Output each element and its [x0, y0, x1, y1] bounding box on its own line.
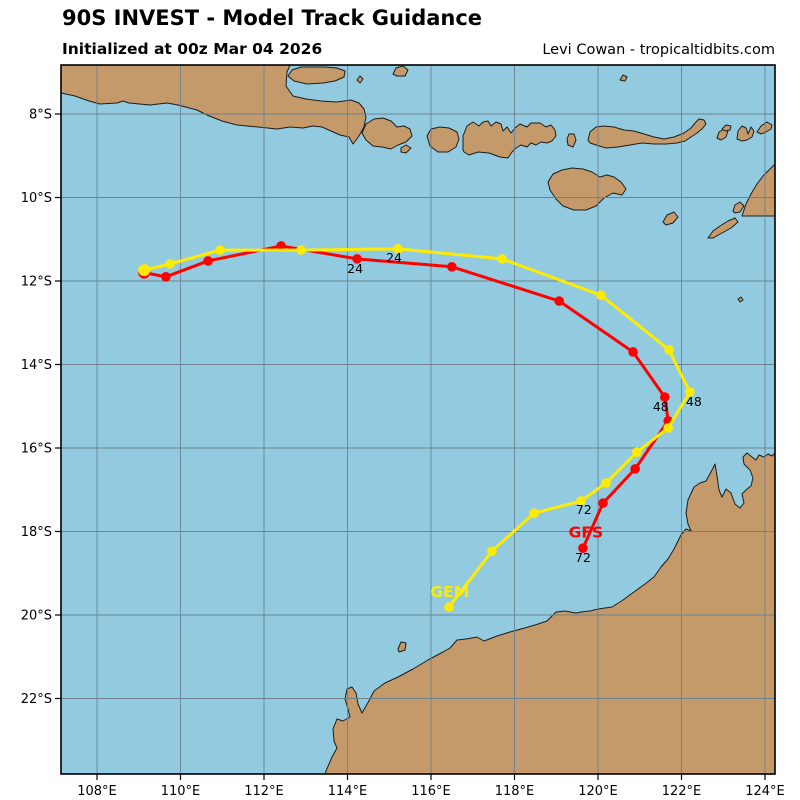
land-nusa-penida: [400, 144, 412, 154]
lat-tick-label: 16°S: [21, 442, 52, 457]
hour-label-gem-72: 72: [576, 502, 592, 517]
track-point-gem-h36: [596, 290, 606, 300]
hour-label-gfs-24: 24: [347, 261, 363, 276]
plot-border: [60, 64, 776, 775]
grid-lines: [61, 65, 775, 774]
track-point-gem-h54: [663, 423, 673, 433]
track-point-gem-h30: [497, 254, 507, 264]
model-label-gfs: GFS: [569, 523, 603, 541]
land-lombok: [426, 126, 460, 153]
track-point-gem-h24: [393, 244, 403, 254]
land-timor: [741, 163, 775, 217]
land-layer: [61, 65, 775, 774]
track-gfs: [138, 241, 673, 553]
land-sawu: [662, 211, 679, 226]
lat-tick-label: 10°S: [21, 191, 52, 206]
track-point-gem-h84: [487, 546, 497, 556]
track-point-gfs-h18: [276, 241, 286, 251]
track-point-gfs-h60: [630, 464, 640, 474]
lon-tick-label: 120°E: [578, 784, 618, 799]
track-point-gem-h18: [296, 245, 306, 255]
lon-tick-label: 110°E: [161, 784, 201, 799]
track-point-gfs-h6: [161, 272, 171, 282]
track-point-gfs-h42: [628, 347, 638, 357]
lon-tick-label: 116°E: [411, 784, 451, 799]
track-point-gem-h48: [685, 387, 695, 397]
land-browse-islet: [737, 296, 744, 303]
track-point-gem-h66: [601, 478, 611, 488]
track-point-gfs-h12: [203, 256, 213, 266]
land-barrow-island: [397, 641, 407, 653]
lat-tick-label: 20°S: [21, 609, 52, 624]
track-point-gfs-h30: [447, 262, 457, 272]
land-australia: [324, 452, 775, 774]
page-title: 90S INVEST - Model Track Guidance: [62, 6, 483, 30]
land-lembata: [716, 128, 729, 141]
land-islet-east-of-sumbawa: [566, 133, 577, 148]
lon-tick-label: 114°E: [328, 784, 368, 799]
model-label-gem: GEM: [430, 583, 469, 601]
land-madura: [287, 66, 346, 85]
track-point-gem-h90: [444, 602, 454, 612]
lon-tick-label: 108°E: [77, 784, 117, 799]
header-subrow: Initialized at 00z Mar 04 2026 Levi Cowa…: [62, 40, 775, 58]
land-solor: [721, 124, 732, 132]
land-rote: [707, 217, 739, 239]
track-point-gfs-h48: [660, 392, 670, 402]
track-point-gem-h72: [576, 496, 586, 506]
lat-tick-label: 18°S: [21, 525, 52, 540]
lat-tick-label: 22°S: [21, 692, 52, 707]
land-sumba: [547, 167, 627, 211]
track-point-gem-h0: [138, 264, 151, 277]
lon-tick-label: 124°E: [745, 784, 785, 799]
hour-label-gem-24: 24: [386, 250, 402, 265]
land-semau: [732, 201, 745, 214]
lon-tick-label: 112°E: [244, 784, 284, 799]
lon-tick-label: 118°E: [495, 784, 535, 799]
track-gem: [138, 244, 695, 612]
land-kangean: [392, 65, 409, 77]
lat-tick-label: 8°S: [29, 108, 52, 123]
land-bali: [361, 117, 413, 150]
axis-ticks: 108°E 110°E 112°E 114°E 116°E 118°E 120°E 122°E…: [21, 108, 785, 800]
track-point-gem-h78: [529, 508, 539, 518]
lon-tick-label: 122°E: [662, 784, 702, 799]
track-point-gfs-h72: [578, 543, 588, 553]
lat-tick-label: 14°S: [21, 358, 52, 373]
land-sumbawa: [462, 120, 557, 159]
land-java: [61, 65, 367, 145]
track-point-gfs-h24: [352, 254, 362, 264]
hour-label-gem-48: 48: [686, 394, 702, 409]
land-pantar: [736, 125, 755, 142]
track-point-gfs-h66: [598, 498, 608, 508]
credit-label: Levi Cowan - tropicaltidbits.com: [542, 42, 775, 58]
lat-tick-label: 12°S: [21, 275, 52, 290]
hour-label-gfs-48: 48: [653, 399, 669, 414]
track-point-gem-h6: [165, 259, 175, 269]
land-islet-east-of-madura: [356, 75, 364, 84]
hour-label-gfs-72: 72: [575, 550, 591, 565]
track-point-gem-h60: [632, 447, 642, 457]
land-alor: [756, 121, 773, 135]
track-point-gem-h12: [215, 245, 225, 255]
init-time-label: Initialized at 00z Mar 04 2026: [62, 40, 323, 58]
land-islet-java-sea: [619, 74, 628, 82]
track-labels: 24 48 72 GFS 24 48 72 GEM: [347, 250, 702, 601]
land-flores: [587, 118, 707, 149]
track-line-gem: [142, 247, 692, 609]
track-point-gem-h42: [664, 345, 674, 355]
track-point-gfs-h36: [554, 296, 564, 306]
